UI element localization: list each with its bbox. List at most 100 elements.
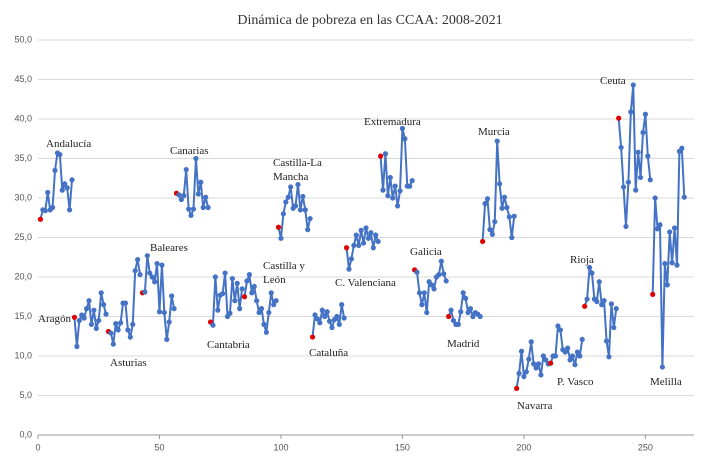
- point: [606, 354, 612, 360]
- point: [555, 323, 561, 329]
- point: [407, 183, 413, 189]
- point: [307, 215, 313, 222]
- point: [164, 336, 170, 343]
- point: [49, 204, 56, 211]
- point: [373, 232, 379, 238]
- point: [421, 290, 427, 296]
- point: [450, 317, 457, 324]
- point: [499, 205, 505, 211]
- point: [195, 191, 201, 197]
- point: [419, 302, 425, 308]
- point: [482, 200, 488, 207]
- point: [234, 280, 240, 286]
- point: [334, 313, 340, 320]
- point: [280, 211, 286, 217]
- point: [353, 232, 359, 238]
- point: [283, 199, 289, 205]
- point: [215, 307, 221, 313]
- point: [669, 260, 675, 266]
- point: [565, 345, 571, 351]
- point: [657, 222, 663, 228]
- point: [487, 227, 493, 233]
- point: [441, 271, 447, 277]
- point: [543, 357, 549, 363]
- series-line: [142, 255, 176, 340]
- point: [351, 242, 357, 248]
- point: [198, 179, 204, 185]
- point: [365, 235, 372, 241]
- point: [455, 321, 461, 327]
- point: [509, 234, 515, 241]
- point: [343, 245, 350, 251]
- point: [521, 373, 527, 380]
- point: [387, 174, 393, 181]
- point: [514, 385, 520, 391]
- point: [88, 321, 95, 327]
- point: [258, 306, 265, 312]
- point: [222, 270, 228, 276]
- point: [101, 302, 107, 308]
- series-label: Andalucía: [46, 138, 92, 150]
- point: [358, 227, 364, 233]
- point: [375, 238, 381, 245]
- y-tick-label: 10,0: [14, 350, 32, 360]
- point: [582, 303, 588, 309]
- point: [538, 372, 544, 378]
- point: [370, 245, 376, 251]
- point: [667, 229, 673, 235]
- point: [552, 353, 559, 359]
- point: [489, 231, 495, 237]
- point: [596, 279, 602, 285]
- point: [635, 149, 641, 155]
- series-label: Murcia: [478, 126, 510, 138]
- point: [183, 166, 189, 173]
- point: [377, 153, 384, 159]
- point: [142, 289, 148, 295]
- point: [176, 192, 182, 198]
- point: [64, 185, 70, 191]
- point: [300, 193, 306, 200]
- point: [516, 370, 522, 376]
- point: [132, 268, 138, 274]
- point: [93, 325, 99, 331]
- series-label: Cantabria: [207, 339, 250, 351]
- point: [616, 115, 622, 121]
- series-label: Madrid: [447, 338, 480, 350]
- point: [103, 311, 109, 317]
- point: [96, 317, 102, 324]
- point: [241, 294, 248, 300]
- point: [71, 314, 78, 320]
- point: [414, 269, 420, 275]
- point: [569, 353, 576, 359]
- point: [594, 298, 600, 305]
- point: [567, 357, 573, 363]
- point: [557, 327, 563, 333]
- point: [601, 298, 607, 304]
- point: [603, 338, 610, 344]
- point: [681, 194, 687, 200]
- point: [642, 111, 649, 117]
- point: [324, 309, 330, 315]
- point: [254, 298, 260, 304]
- point: [205, 204, 211, 211]
- point: [326, 318, 333, 324]
- series-line: [549, 322, 584, 365]
- point: [98, 290, 104, 296]
- point: [297, 207, 303, 213]
- point: [76, 317, 82, 324]
- point: [633, 187, 639, 193]
- point: [664, 282, 670, 288]
- point: [285, 194, 291, 200]
- point: [424, 309, 430, 316]
- point: [611, 324, 617, 331]
- point: [147, 270, 153, 276]
- series-label: Rioja: [570, 254, 594, 266]
- point: [302, 207, 308, 213]
- point: [460, 290, 466, 296]
- point: [336, 321, 342, 327]
- point: [470, 313, 476, 320]
- point: [548, 360, 554, 366]
- point: [416, 290, 423, 296]
- series-line: [209, 272, 244, 328]
